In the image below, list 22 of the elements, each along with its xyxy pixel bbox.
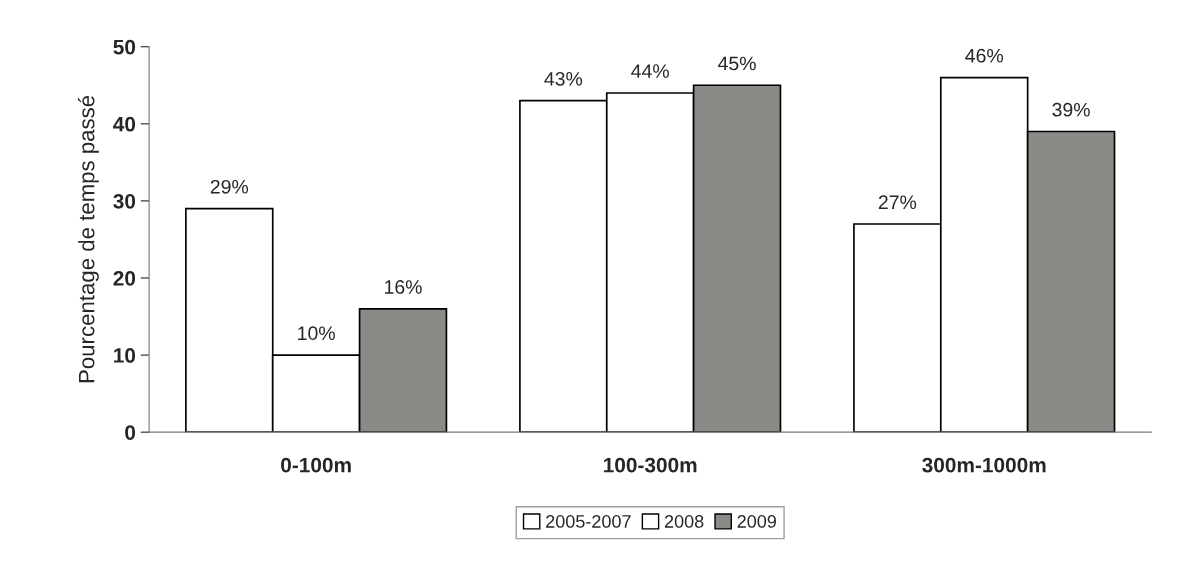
x-tick-label: 300m-1000m [922, 457, 1046, 473]
y-axis-title: Pourcentage de temps passé [77, 95, 99, 383]
y-tick-label: 30 [113, 193, 136, 209]
data-label: 45% [718, 56, 756, 71]
x-tick-label: 0-100m [281, 457, 351, 473]
y-tick-label: 10 [114, 348, 136, 363]
legend-label: 2005-2007 [546, 515, 631, 528]
data-label: 46% [965, 48, 1003, 63]
legend-label: 2008 [664, 515, 704, 528]
y-tick-label: 0 [125, 425, 136, 440]
data-label: 16% [385, 280, 422, 294]
y-tick-label: 40 [113, 116, 136, 132]
data-label: 43% [544, 71, 583, 86]
data-label: 29% [210, 179, 249, 194]
data-label: 10% [298, 326, 335, 341]
data-label: 44% [631, 64, 669, 78]
y-tick-label: 20 [113, 270, 136, 286]
x-tick-label: 100-300m [604, 457, 697, 473]
legend-label: 2009 [737, 515, 776, 528]
data-label: 39% [1052, 102, 1090, 117]
data-label: 27% [878, 195, 917, 209]
y-tick-label: 50 [113, 39, 136, 55]
